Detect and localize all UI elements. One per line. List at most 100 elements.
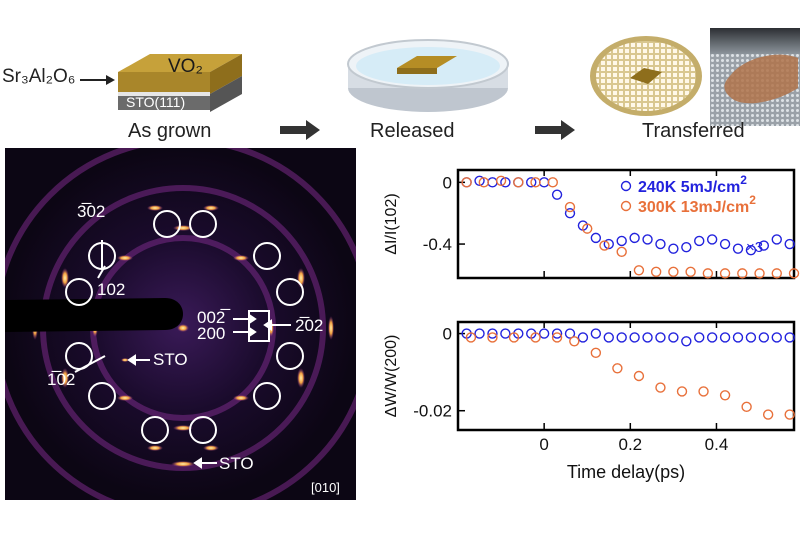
data-point-2-0-9 bbox=[577, 332, 589, 343]
data-point-2-1-2 bbox=[508, 332, 520, 343]
data-point-1-0-13 bbox=[629, 232, 640, 244]
data-point-2-0-18 bbox=[694, 332, 705, 343]
zone-axis-label: [010] bbox=[311, 480, 340, 495]
transferred-photo bbox=[710, 28, 800, 126]
x-tick-label-2: 0.4 bbox=[705, 435, 729, 454]
released-dish-diagram bbox=[347, 39, 509, 112]
data-point-1-1-11 bbox=[650, 266, 662, 278]
y-tick-label-1-1: -0.4 bbox=[423, 235, 452, 254]
data-point-2-1-8 bbox=[633, 370, 645, 382]
data-point-1-0-22 bbox=[745, 245, 757, 256]
data-point-1-0-6 bbox=[538, 177, 550, 188]
data-point-2-1-5 bbox=[569, 336, 580, 347]
data-point-2-1-15 bbox=[784, 409, 795, 420]
data-point-1-0-16 bbox=[668, 243, 679, 254]
data-point-1-1-16 bbox=[737, 268, 748, 279]
data-point-1-1-3 bbox=[513, 177, 524, 188]
label-sto-2: STO bbox=[219, 454, 254, 473]
data-point-1-1-14 bbox=[702, 268, 714, 279]
step-as-grown: As grown bbox=[128, 120, 212, 142]
data-point-2-1-3 bbox=[530, 332, 541, 343]
data-point-2-0-6 bbox=[538, 328, 550, 339]
data-point-1-1-8 bbox=[599, 240, 610, 251]
data-point-1-1-17 bbox=[754, 268, 765, 279]
legend-marker-1 bbox=[620, 200, 632, 212]
data-point-2-1-12 bbox=[719, 390, 731, 401]
data-point-1-1-10 bbox=[633, 265, 645, 276]
data-point-2-0-13 bbox=[629, 332, 640, 343]
data-point-2-0-25 bbox=[784, 332, 795, 343]
data-point-2-0-23 bbox=[758, 332, 770, 343]
data-point-2-1-14 bbox=[762, 409, 774, 420]
data-point-1-1-18 bbox=[771, 268, 782, 279]
x-tick-label-0: 0 bbox=[539, 435, 548, 454]
chart-frame-1 bbox=[456, 168, 796, 280]
data-point-2-0-19 bbox=[706, 332, 718, 343]
data-point-1-1-5 bbox=[547, 177, 558, 188]
data-point-1-1-2 bbox=[495, 175, 507, 186]
data-point-1-0-15 bbox=[655, 238, 666, 250]
label-200: 200 bbox=[197, 324, 226, 343]
step-released: Released bbox=[370, 120, 455, 142]
data-point-2-0-24 bbox=[771, 332, 782, 343]
y-axis-label-2: ΔW/W(200) bbox=[383, 335, 400, 418]
data-point-2-0-11 bbox=[603, 332, 614, 343]
data-point-2-1-1 bbox=[487, 332, 498, 343]
diffraction-panel: 3̅02 102 002̅ 200 2̅02 1̅02 STO STO [010… bbox=[5, 148, 356, 500]
as-grown-film-diagram bbox=[118, 54, 242, 112]
label-002: 002̅ bbox=[197, 308, 226, 327]
process-schematic: Sr₃Al₂O₆ VO₂ STO(111) As grown Released bbox=[0, 0, 800, 148]
x-tick-label-1: 0.2 bbox=[618, 435, 642, 454]
label-202: 2̅02 bbox=[295, 316, 324, 335]
label-m102: 1̅02 bbox=[47, 370, 76, 389]
multiplier-label: ×3 bbox=[746, 239, 763, 256]
data-point-2-0-14 bbox=[642, 332, 653, 343]
data-point-1-0-1 bbox=[474, 175, 485, 186]
legend-label-1: 300K 13mJ/cm2 bbox=[638, 193, 756, 216]
data-point-1-0-17 bbox=[681, 241, 692, 253]
data-point-1-0-12 bbox=[616, 235, 627, 247]
legend-sup-1: 2 bbox=[749, 193, 756, 207]
x-axis-label: Time delay(ps) bbox=[567, 462, 685, 482]
data-point-1-0-24 bbox=[771, 234, 782, 245]
data-point-1-0-19 bbox=[706, 234, 718, 245]
data-point-2-0-20 bbox=[719, 332, 731, 343]
label-102: 102 bbox=[97, 280, 126, 299]
diffraction-image bbox=[5, 148, 356, 500]
chart-width: 0 -0.02 0 0.2 0.4 ΔW/W(200) Time delay(ps) bbox=[383, 320, 796, 482]
data-point-2-1-10 bbox=[676, 386, 688, 397]
data-point-2-0-15 bbox=[655, 332, 666, 343]
data-point-2-0-22 bbox=[745, 332, 757, 343]
data-point-2-0-7 bbox=[551, 328, 563, 339]
data-point-1-1-12 bbox=[668, 266, 679, 278]
data-point-2-1-13 bbox=[741, 401, 752, 413]
data-point-1-0-11 bbox=[603, 238, 614, 250]
data-point-2-0-21 bbox=[732, 332, 744, 343]
data-point-2-0-8 bbox=[564, 328, 576, 339]
data-point-2-0-17 bbox=[681, 336, 692, 347]
tem-grid-diagram bbox=[590, 36, 702, 116]
data-point-2-1-7 bbox=[612, 363, 623, 374]
y-tick-label-2-0: 0 bbox=[443, 325, 452, 344]
charts-panel: 0 -0.4 ΔI/I(102) 240K 5mJ/cm2 300K 13mJ/cm2 ×… bbox=[360, 150, 800, 500]
data-point-2-0-3 bbox=[500, 328, 511, 339]
label-sto-1: STO bbox=[153, 350, 188, 369]
legend-label-0: 240K 5mJ/cm2 bbox=[638, 173, 747, 196]
data-point-1-0-5 bbox=[526, 177, 537, 188]
data-point-1-0-14 bbox=[642, 234, 653, 245]
data-point-2-1-4 bbox=[551, 332, 563, 343]
data-point-2-1-6 bbox=[590, 347, 602, 359]
data-point-1-1-1 bbox=[478, 177, 490, 188]
data-point-1-1-7 bbox=[582, 223, 593, 234]
data-point-2-0-2 bbox=[487, 328, 498, 339]
data-point-1-1-6 bbox=[564, 201, 576, 213]
data-point-1-1-4 bbox=[530, 177, 541, 188]
data-point-1-0-20 bbox=[719, 238, 731, 250]
data-point-2-0-10 bbox=[590, 328, 602, 339]
data-point-2-1-9 bbox=[655, 382, 666, 393]
data-point-2-1-0 bbox=[465, 332, 477, 343]
label-302: 3̅02 bbox=[77, 202, 106, 221]
substrate-arrow bbox=[80, 75, 115, 85]
step-transferred: Transferred bbox=[642, 120, 745, 142]
